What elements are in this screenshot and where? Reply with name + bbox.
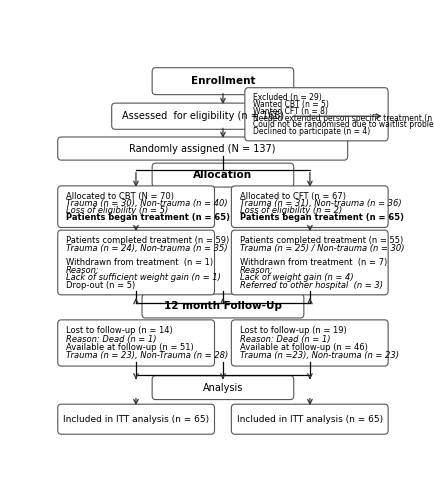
FancyBboxPatch shape [244, 88, 387, 141]
Text: Drop-out (n = 5): Drop-out (n = 5) [66, 280, 135, 289]
Text: Loss of eligibility (n = 5): Loss of eligibility (n = 5) [66, 206, 168, 215]
Text: Trauma (n = 24), Non-trauma (n = 35): Trauma (n = 24), Non-trauma (n = 35) [66, 244, 227, 252]
Text: Trauma (n =23), Non-trauma (n = 23): Trauma (n =23), Non-trauma (n = 23) [239, 352, 398, 360]
FancyBboxPatch shape [152, 68, 293, 94]
Text: Analysis: Analysis [202, 382, 243, 392]
FancyBboxPatch shape [58, 186, 214, 228]
Text: Lost to follow-up (n = 14): Lost to follow-up (n = 14) [66, 326, 173, 336]
Text: Patients completed treatment (n = 55): Patients completed treatment (n = 55) [239, 236, 402, 246]
Text: Allocated to CBT (N = 70): Allocated to CBT (N = 70) [66, 192, 174, 201]
Text: Reason: Dead (n = 1): Reason: Dead (n = 1) [239, 334, 329, 344]
Text: Included in ITT analysis (n = 65): Included in ITT analysis (n = 65) [236, 414, 382, 424]
Text: Allocation: Allocation [193, 170, 252, 180]
Text: Trauma (n = 30), Non-trauma (n = 40): Trauma (n = 30), Non-trauma (n = 40) [66, 199, 227, 208]
FancyBboxPatch shape [58, 230, 214, 295]
Text: Reason:: Reason: [66, 266, 100, 275]
Text: Trauma (n = 31), Non-trauma (n = 36): Trauma (n = 31), Non-trauma (n = 36) [239, 199, 401, 208]
Text: Needed extended person specific treatment (n = 6): Needed extended person specific treatmen… [253, 114, 434, 122]
Text: Reason:: Reason: [239, 266, 273, 275]
FancyBboxPatch shape [141, 294, 303, 318]
Text: Patients began treatment (n = 65): Patients began treatment (n = 65) [239, 214, 403, 222]
Text: Available at follow-up (n = 46): Available at follow-up (n = 46) [239, 343, 367, 352]
Text: Referred to other hospital  (n = 3): Referred to other hospital (n = 3) [239, 280, 382, 289]
Text: Included in ITT analysis (n = 65): Included in ITT analysis (n = 65) [63, 414, 209, 424]
Text: Patients completed treatment (n = 59): Patients completed treatment (n = 59) [66, 236, 229, 246]
Text: Allocated to CFT (n = 67): Allocated to CFT (n = 67) [239, 192, 345, 201]
Text: Wanted CBT (n = 5): Wanted CBT (n = 5) [253, 100, 329, 109]
Text: Available at follow-up (n = 51): Available at follow-up (n = 51) [66, 343, 194, 352]
FancyBboxPatch shape [58, 320, 214, 366]
Text: Withdrawn from treatment  (n = 7): Withdrawn from treatment (n = 7) [239, 258, 386, 268]
Text: Loss of eligibility (n = 2): Loss of eligibility (n = 2) [239, 206, 341, 215]
FancyBboxPatch shape [231, 230, 387, 295]
Text: Trauma (n = 25) / Non-trauma (n = 30): Trauma (n = 25) / Non-trauma (n = 30) [239, 244, 403, 252]
Text: Withdrawn from treatment  (n = 1): Withdrawn from treatment (n = 1) [66, 258, 213, 268]
FancyBboxPatch shape [152, 376, 293, 400]
Text: Lack of weight gain (n = 4): Lack of weight gain (n = 4) [239, 273, 352, 282]
FancyBboxPatch shape [152, 163, 293, 187]
Text: Wanted CFT (n = 8): Wanted CFT (n = 8) [253, 107, 327, 116]
Text: Patients began treatment (n = 65): Patients began treatment (n = 65) [66, 214, 230, 222]
FancyBboxPatch shape [231, 320, 387, 366]
Text: Assessed  for eligibility (n = 166): Assessed for eligibility (n = 166) [122, 111, 283, 121]
FancyBboxPatch shape [58, 137, 347, 160]
Text: Reason: Dead (n = 1): Reason: Dead (n = 1) [66, 334, 156, 344]
FancyBboxPatch shape [231, 186, 387, 228]
Text: Lack of sufficient weight gain (n = 1): Lack of sufficient weight gain (n = 1) [66, 273, 220, 282]
FancyBboxPatch shape [58, 404, 214, 434]
Text: Declined to participate (n = 4): Declined to participate (n = 4) [253, 127, 370, 136]
Text: 12 month Follow-Up: 12 month Follow-Up [164, 301, 281, 311]
Text: Could not be randomised due to waitlist problems (n = 6): Could not be randomised due to waitlist … [253, 120, 434, 129]
Text: Trauma (n = 23), Non-Trauma (n = 28): Trauma (n = 23), Non-Trauma (n = 28) [66, 352, 228, 360]
Text: Excluded (n = 29): Excluded (n = 29) [253, 94, 321, 102]
Text: Lost to follow-up (n = 19): Lost to follow-up (n = 19) [239, 326, 346, 336]
FancyBboxPatch shape [231, 404, 387, 434]
FancyBboxPatch shape [112, 103, 293, 130]
Text: Enrollment: Enrollment [190, 76, 255, 86]
Text: Randomly assigned (N = 137): Randomly assigned (N = 137) [129, 144, 275, 154]
